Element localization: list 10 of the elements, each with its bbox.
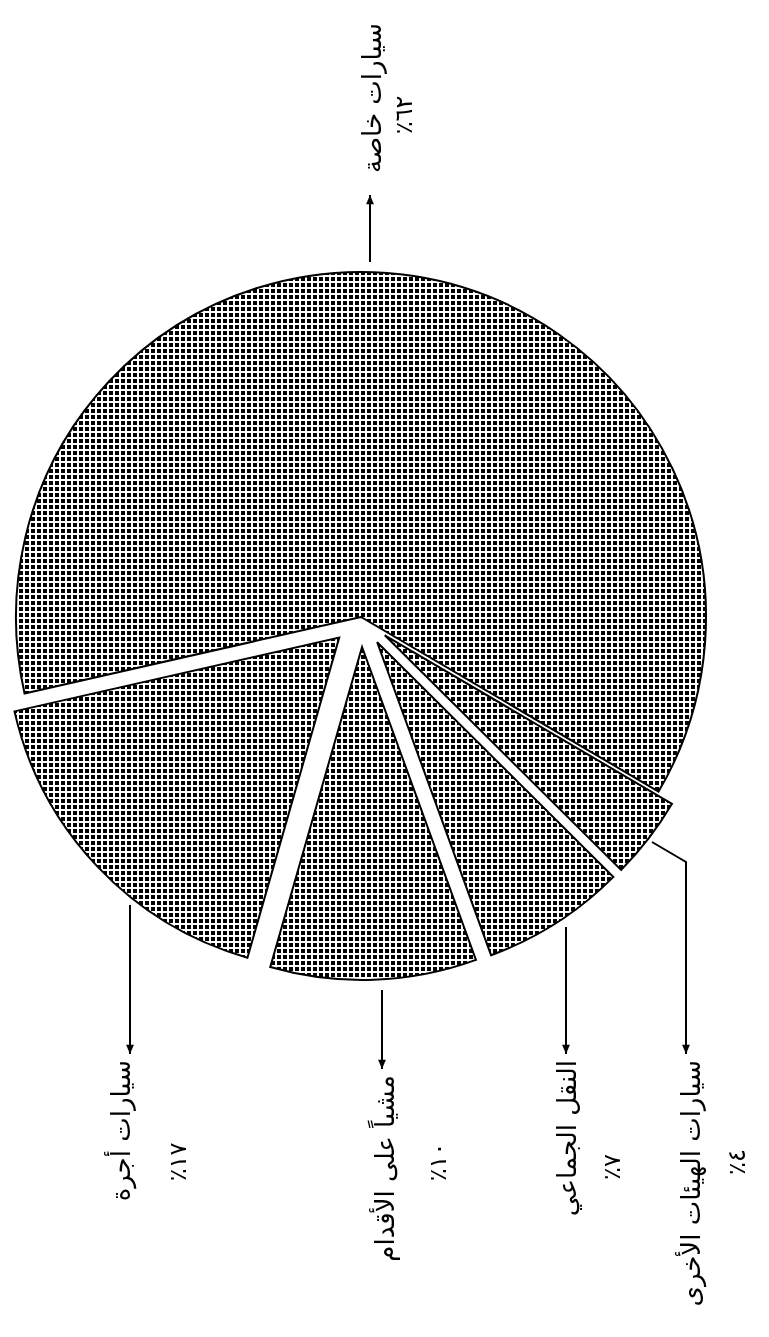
slice-label: مشياً على الأقدام <box>366 1075 401 1262</box>
data-label: ٪٤ <box>723 1149 751 1175</box>
slice-label: سيارات أجرة <box>102 1060 137 1202</box>
data-label: ٪١٠ <box>424 1142 452 1182</box>
data-label: ٪٧ <box>598 1154 626 1180</box>
slice-label: سيارات الهيئات الأخرى <box>674 1060 708 1307</box>
slice-label: النقل الجماعي <box>552 1060 583 1217</box>
data-label: ٪١٧ <box>164 1142 192 1182</box>
data-label: ٪٦٢ <box>390 95 418 135</box>
slice-label: سيارات خاصة <box>356 22 387 174</box>
